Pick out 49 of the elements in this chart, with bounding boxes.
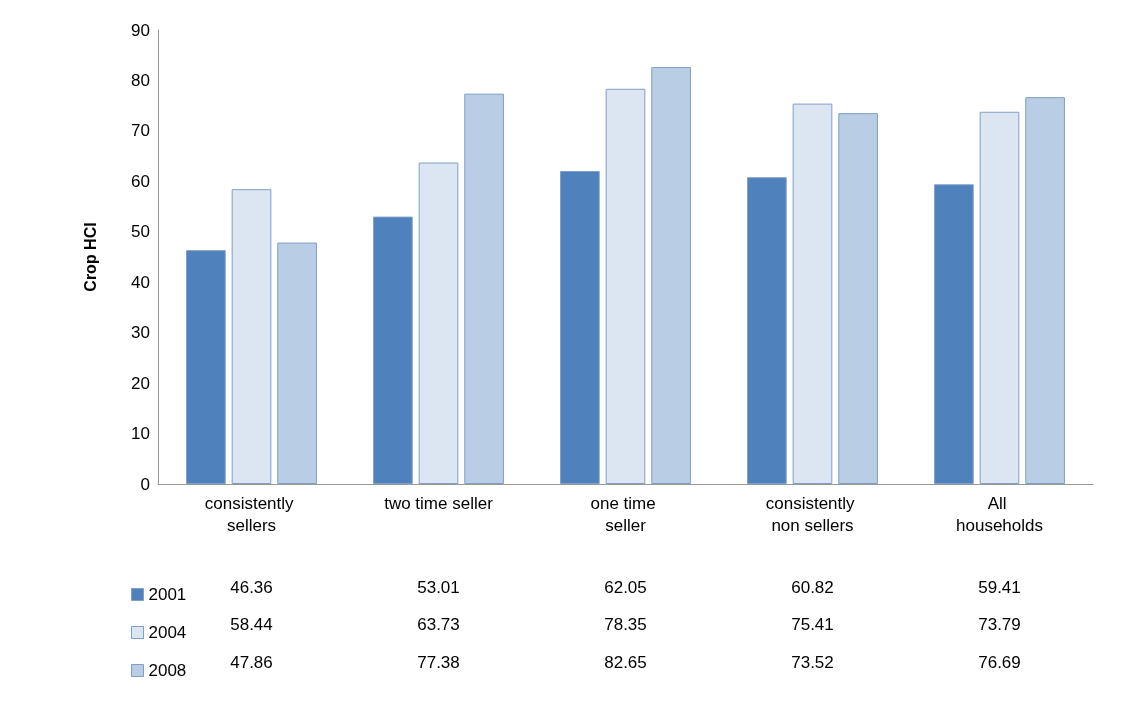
bar <box>747 177 787 484</box>
y-tick-label: 10 <box>131 424 150 444</box>
data-label: 46.36 <box>230 577 273 597</box>
y-tick-label: 90 <box>131 20 150 40</box>
y-axis-title: Crop HCI <box>81 222 99 292</box>
bar <box>186 250 226 484</box>
bar <box>605 88 646 484</box>
y-tick-label: 40 <box>131 272 150 292</box>
data-label: 59.41 <box>978 577 1021 597</box>
bar <box>1025 97 1065 484</box>
x-tick-label: consistently non sellers <box>765 493 860 535</box>
y-tick-label: 80 <box>131 70 150 90</box>
data-label: 73.79 <box>978 615 1021 634</box>
bar <box>792 103 833 484</box>
bar <box>651 67 691 484</box>
y-tick-label: 0 <box>140 474 150 494</box>
data-label: 53.01 <box>417 577 460 597</box>
data-label: 60.82 <box>791 577 834 597</box>
legend-label: 2008 <box>148 661 187 680</box>
bar <box>464 93 504 484</box>
bar <box>934 184 974 484</box>
y-tick-label: 20 <box>131 373 150 393</box>
y-tick-label: 30 <box>131 323 150 343</box>
y-tick-label: 50 <box>131 222 150 242</box>
x-tick-label: consistently sellers <box>204 493 299 535</box>
data-label: 78.35 <box>604 615 647 634</box>
data-label: 76.69 <box>978 652 1021 672</box>
data-label: 47.86 <box>230 652 273 672</box>
bar <box>838 113 878 484</box>
data-label: 63.73 <box>417 615 460 634</box>
bar <box>418 162 459 484</box>
bar <box>277 242 317 484</box>
legend-label: 2001 <box>148 585 187 604</box>
bar <box>560 170 600 484</box>
x-tick-label: one time seller <box>590 493 661 535</box>
data-label: 82.65 <box>604 652 647 672</box>
data-label: 58.44 <box>230 615 273 634</box>
y-tick-label: 60 <box>131 171 150 191</box>
y-tick-label: 70 <box>131 121 150 141</box>
bar <box>231 189 272 484</box>
x-tick-label: two time seller <box>384 493 494 513</box>
data-label: 77.38 <box>417 652 460 672</box>
x-tick-label: All households <box>956 493 1043 535</box>
data-label: 73.52 <box>791 652 834 672</box>
data-label: 62.05 <box>604 577 647 597</box>
legend-label: 2004 <box>148 623 187 642</box>
data-label: 75.41 <box>791 615 834 634</box>
bar <box>979 111 1020 484</box>
bar <box>373 216 413 484</box>
